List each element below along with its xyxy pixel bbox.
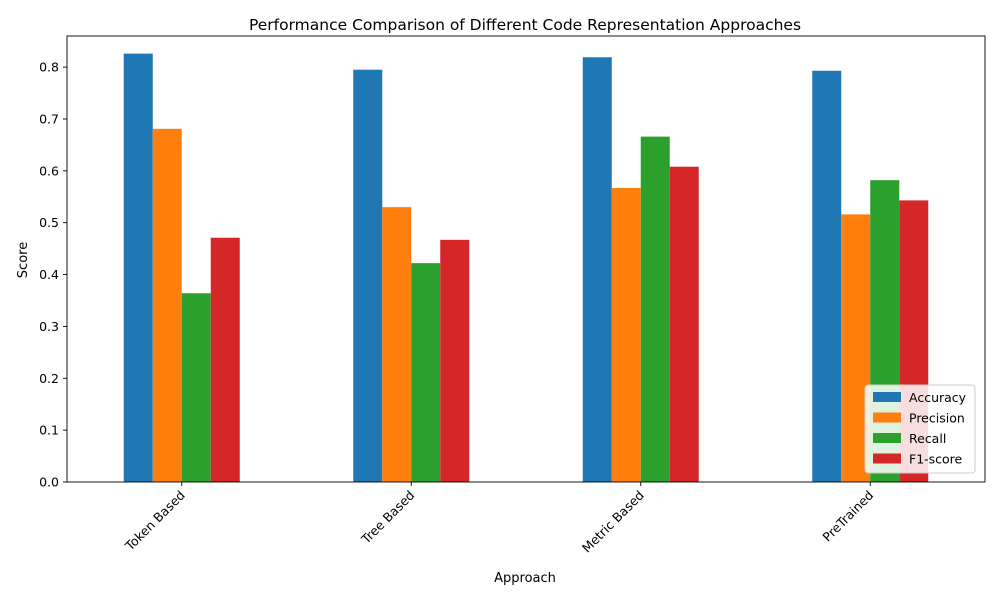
- y-tick-label: 0.6: [39, 163, 59, 178]
- bar-recall-tree-based: [411, 263, 441, 482]
- y-tick-label: 0.2: [39, 371, 59, 386]
- y-tick-label: 0.4: [39, 267, 59, 282]
- bar-recall-token-based: [181, 293, 211, 482]
- bar-f1-score-token-based: [210, 237, 240, 482]
- y-tick-label: 0.0: [39, 475, 59, 490]
- bar-accuracy-token-based: [123, 53, 153, 482]
- legend-label: Accuracy: [909, 390, 967, 405]
- bar-precision-token-based: [152, 128, 182, 482]
- bar-recall-metric-based: [640, 136, 670, 482]
- y-tick-label: 0.1: [39, 423, 59, 438]
- legend-box: [864, 384, 976, 474]
- bar-precision-metric-based: [611, 187, 641, 482]
- x-axis-label: Approach: [494, 571, 556, 586]
- legend-swatch: [873, 412, 901, 423]
- legend-swatch: [873, 433, 901, 443]
- legend-label: Precision: [909, 411, 965, 426]
- y-tick-label: 0.8: [39, 60, 59, 75]
- y-tick-label: 0.3: [39, 319, 59, 334]
- bar-precision-tree-based: [382, 207, 412, 483]
- bar-accuracy-tree-based: [353, 69, 383, 483]
- bar-f1-score-tree-based: [440, 239, 470, 482]
- bar-accuracy-metric-based: [582, 57, 612, 483]
- y-tick-label: 0.7: [39, 111, 59, 126]
- bar-accuracy-pretrained: [812, 70, 842, 482]
- legend-swatch: [873, 392, 901, 402]
- legend-label: Recall: [909, 431, 946, 446]
- plot-frame: [66, 35, 986, 483]
- y-tick-label: 0.5: [39, 215, 59, 230]
- legend-swatch: [873, 453, 901, 464]
- legend: Accuracy Precision Recall F1-score: [864, 384, 976, 474]
- y-axis-label: Score: [16, 242, 31, 278]
- legend-label: F1-score: [909, 452, 963, 467]
- bar-f1-score-metric-based: [669, 166, 699, 483]
- chart-title: Performance Comparison of Different Code…: [249, 16, 801, 34]
